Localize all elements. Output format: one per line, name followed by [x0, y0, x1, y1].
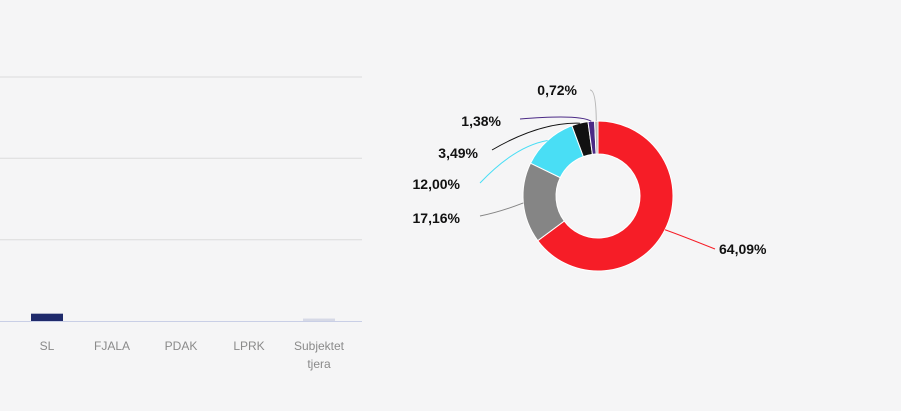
leader-line [491, 122, 580, 151]
bar [31, 313, 63, 321]
x-tick-label: SL [40, 339, 55, 353]
x-tick-label: LPRK [233, 339, 264, 353]
x-tick-label: PDAK [165, 339, 198, 353]
x-tick-label: FJALA [94, 339, 130, 353]
slice-label: 12,00% [413, 176, 461, 192]
x-tick-label: Subjektet [294, 339, 345, 353]
bar [303, 318, 335, 321]
slice-label: 1,38% [461, 113, 501, 129]
x-tick-label: tjera [307, 357, 331, 371]
slice-label: 0,72% [537, 82, 577, 98]
donut-slice [594, 120, 599, 155]
leader-line [479, 139, 548, 184]
leader-line [479, 202, 524, 217]
leader-line [589, 89, 597, 122]
slice-label: 17,16% [413, 210, 461, 226]
leader-line [519, 116, 592, 122]
donut-slice [537, 120, 674, 272]
leader-line [664, 229, 716, 250]
slice-label: 3,49% [438, 145, 478, 161]
slice-label: 64,09% [719, 241, 767, 257]
donut-chart: 64,09% 17,16% 12,00% 3,49% 1,38% 0,72% [413, 82, 767, 272]
bar-chart: SL FJALA PDAK LPRK Subjektet tjera [0, 76, 362, 371]
